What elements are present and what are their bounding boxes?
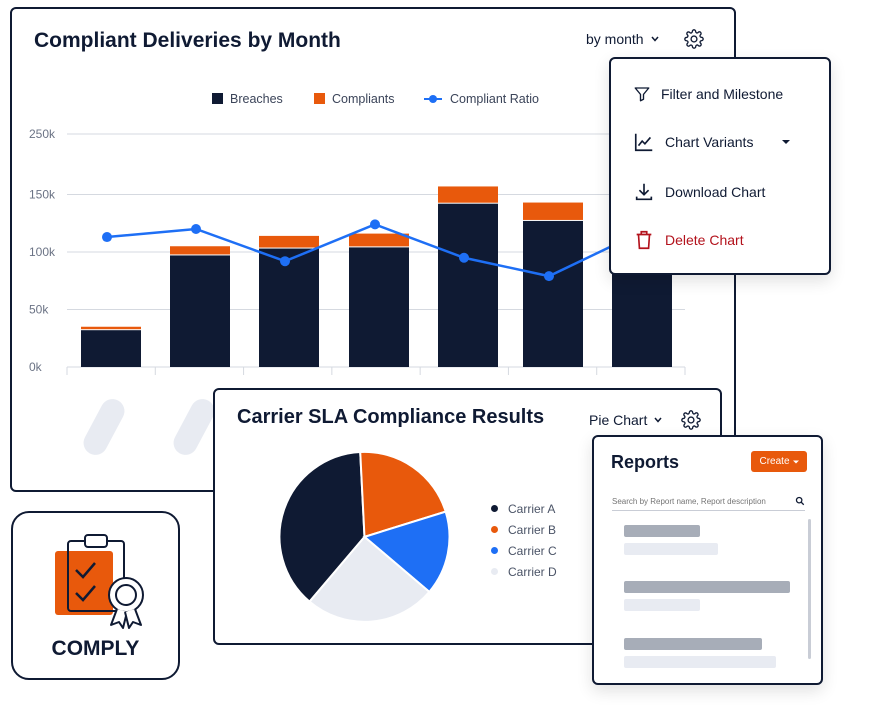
report-skeleton-title xyxy=(624,638,762,650)
chevron-down-icon xyxy=(654,417,662,423)
menu-item-label: Filter and Milestone xyxy=(661,86,784,102)
pie-legend: Carrier A Carrier B Carrier C Carrier D xyxy=(491,498,557,582)
reports-title: Reports xyxy=(611,452,680,472)
legend-dot xyxy=(491,547,498,554)
menu-item-label: Delete Chart xyxy=(665,232,744,248)
caret-down-icon xyxy=(782,140,791,144)
pie-slice xyxy=(362,510,451,594)
reports-panel: Reports Create xyxy=(592,435,823,685)
report-skeleton-line xyxy=(624,599,700,611)
period-selector-label: by month xyxy=(586,31,644,47)
filter-icon xyxy=(634,87,650,102)
pie-legend-item: Carrier D xyxy=(491,561,557,582)
legend-marker xyxy=(429,95,437,103)
legend-swatch xyxy=(212,93,223,104)
gear-icon[interactable] xyxy=(684,29,704,49)
bar-breaches xyxy=(349,247,409,367)
comply-label: COMPLY xyxy=(51,637,140,660)
chart-type-label: Pie Chart xyxy=(589,412,648,428)
reports-scrollbar[interactable] xyxy=(808,519,811,659)
x-label-placeholder xyxy=(83,399,125,455)
bar-compliants xyxy=(349,233,409,247)
bar-compliants xyxy=(259,235,319,248)
bar-compliants xyxy=(81,326,141,330)
pie-legend-item: Carrier A xyxy=(491,498,557,519)
legend-dot xyxy=(491,568,498,575)
compliant-ratio-point xyxy=(459,252,469,263)
download-icon xyxy=(635,183,653,201)
comply-badge: COMPLY xyxy=(11,511,180,680)
bar-chart: 0k 50k 100k 150k 250k Breaches Compliants Compl… xyxy=(29,92,686,455)
report-search-bar xyxy=(612,492,805,511)
pie-legend-item: Carrier B xyxy=(491,519,557,540)
bar-breaches xyxy=(523,220,583,367)
menu-item-chart-variants[interactable]: Chart Variants xyxy=(633,131,813,153)
legend-dot xyxy=(491,526,498,533)
compliant-ratio-point xyxy=(280,256,290,267)
legend-label: Carrier D xyxy=(508,564,557,579)
legend-label: Carrier C xyxy=(508,543,557,558)
report-skeleton-line xyxy=(624,656,776,668)
menu-item-delete[interactable]: Delete Chart xyxy=(633,229,744,251)
compliant-ratio-point xyxy=(102,232,112,243)
bar-compliants xyxy=(523,202,583,220)
chevron-down-icon xyxy=(651,36,659,42)
pie-chart xyxy=(278,450,451,623)
pie-chart-title: Carrier SLA Compliance Results xyxy=(237,406,545,428)
pie-slice xyxy=(308,535,431,623)
compliant-ratio-point xyxy=(191,224,201,234)
y-tick-label: 0k xyxy=(29,360,43,374)
compliant-ratio-point xyxy=(370,219,380,230)
pie-slice xyxy=(278,450,366,604)
y-tick-label: 150k xyxy=(29,188,56,202)
menu-item-label: Download Chart xyxy=(665,184,766,200)
report-skeleton-title xyxy=(624,525,700,537)
create-button[interactable]: Create xyxy=(751,451,807,472)
trash-icon xyxy=(636,230,652,250)
report-search-input[interactable] xyxy=(612,496,782,506)
bar-breaches xyxy=(259,248,319,367)
gear-icon[interactable] xyxy=(681,410,701,430)
legend-label: Compliants xyxy=(332,92,395,106)
legend-label: Carrier B xyxy=(508,522,557,537)
menu-item-download[interactable]: Download Chart xyxy=(633,181,765,203)
menu-item-filter[interactable]: Filter and Milestone xyxy=(633,85,783,103)
y-tick-label: 250k xyxy=(29,127,56,141)
report-skeleton-line xyxy=(624,543,718,555)
create-button-label: Create xyxy=(759,456,790,467)
report-skeleton-title xyxy=(624,581,790,593)
menu-item-label: Chart Variants xyxy=(665,134,754,150)
x-label-placeholder xyxy=(173,399,215,455)
legend-swatch xyxy=(314,93,325,104)
period-selector[interactable]: by month xyxy=(586,31,660,47)
bar-breaches xyxy=(170,255,230,367)
pie-legend-item: Carrier C xyxy=(491,540,557,561)
caret-down-icon xyxy=(792,460,799,463)
bar-chart-legend: Breaches Compliants Compliant Ratio xyxy=(212,92,539,106)
bar-compliants xyxy=(170,246,230,255)
bar-chart-title: Compliant Deliveries by Month xyxy=(34,29,341,52)
legend-label: Breaches xyxy=(230,92,283,106)
bar-breaches xyxy=(81,330,141,367)
chart-options-menu: Filter and Milestone Chart Variants Down… xyxy=(609,57,831,275)
compliant-ratio-point xyxy=(544,271,554,282)
y-tick-label: 50k xyxy=(29,303,49,317)
legend-label: Compliant Ratio xyxy=(450,92,539,106)
clipboard-checklist-award-icon xyxy=(55,534,144,629)
line-chart-icon xyxy=(634,133,653,152)
search-icon[interactable] xyxy=(795,496,805,506)
legend-label: Carrier A xyxy=(508,501,556,516)
chart-type-selector[interactable]: Pie Chart xyxy=(589,412,663,428)
legend-dot xyxy=(491,505,498,512)
bar-compliants xyxy=(438,186,498,203)
bar-breaches xyxy=(612,272,672,367)
pie-slice xyxy=(359,450,447,539)
y-tick-label: 100k xyxy=(29,245,56,259)
bar-breaches xyxy=(438,203,498,367)
